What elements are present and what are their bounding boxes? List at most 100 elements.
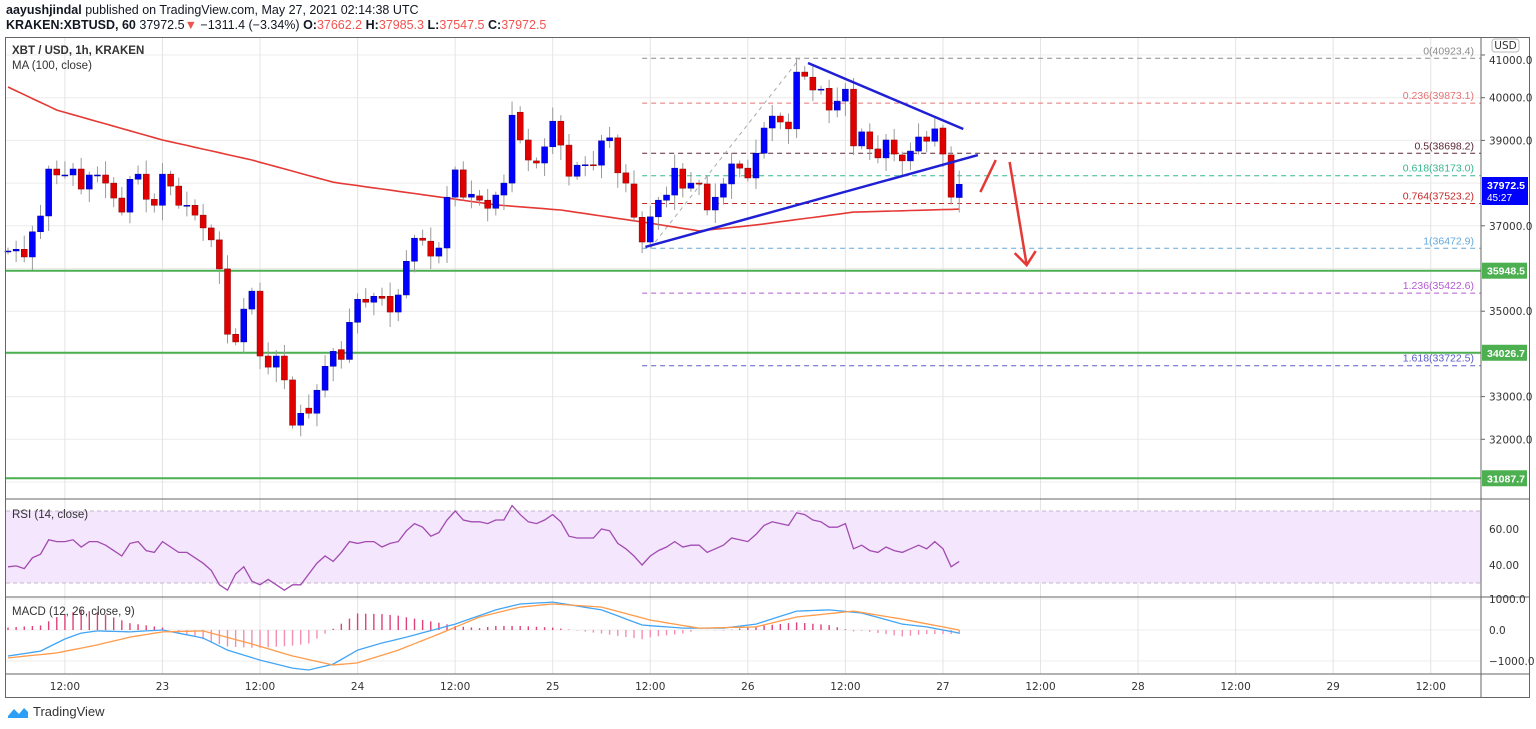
candle-up (931, 128, 939, 142)
candle-down (744, 167, 752, 179)
close-label: C: (487, 18, 502, 32)
time-tick-label: 12:00 (830, 681, 860, 693)
macd-line (7, 601, 960, 671)
ma100-line (7, 86, 960, 232)
ma-legend[interactable]: MA (100, close) (12, 60, 92, 72)
macd-layer (7, 601, 960, 671)
current-price-value: 37972.5 (1487, 180, 1525, 192)
candle-up (468, 193, 475, 198)
candle-up (134, 173, 142, 180)
fib-level-label: 0.5(38698.2) (1414, 140, 1474, 152)
candle-down (874, 148, 882, 159)
candle-up (435, 247, 443, 257)
candle-down (216, 239, 223, 270)
time-tick-label: 12:00 (440, 681, 470, 693)
time-tick-label: 27 (936, 681, 949, 693)
current-price-label (1482, 177, 1528, 205)
time-tick-label: 12:00 (635, 681, 665, 693)
bar-countdown: 45:27 (1487, 193, 1512, 204)
author-name[interactable]: aayushjindal (6, 3, 82, 17)
candle-down (118, 197, 126, 213)
candle-down (484, 199, 491, 209)
rsi-band (6, 511, 1481, 583)
arrow-head-icon (1013, 250, 1037, 268)
fib-anchor-line (649, 57, 801, 249)
fib-level-label: 1.236(35422.6) (1403, 280, 1474, 292)
axes[interactable]: 12:00 23 12:00 24 12:00 25 12:00 26 12:00 27 12:00… (50, 54, 1535, 693)
candle-down (923, 136, 930, 142)
high-value: 37985.3 (378, 18, 425, 32)
last-price: 37972.5 (139, 18, 185, 32)
candle-up (492, 194, 500, 209)
candle-up (915, 136, 922, 152)
time-tick-label: 12:00 (1025, 681, 1055, 693)
candle-up (12, 249, 20, 252)
candle-up (313, 389, 321, 414)
time-tick-label: 12:00 (1220, 681, 1250, 693)
price-tick-label: 32000.0 (1489, 434, 1532, 446)
candle-down (476, 195, 483, 201)
fib-level-label: 0(40923.4) (1423, 45, 1474, 57)
candle-up (183, 205, 191, 207)
drawings[interactable] (645, 61, 1037, 268)
open-value: 37662.2 (316, 18, 363, 32)
macd-tick-label: 0.0 (1489, 625, 1506, 637)
candles (4, 58, 963, 437)
candle-down (695, 182, 703, 185)
signal-line (7, 603, 960, 666)
candle-down (809, 76, 817, 91)
candle-up (834, 100, 841, 111)
candle-down (590, 164, 597, 166)
candle-down (281, 355, 288, 381)
fib-level-label: 1(36472.9) (1423, 235, 1474, 247)
candle-up (817, 88, 825, 91)
tradingview-logo-icon (8, 707, 28, 718)
candle-up (354, 298, 361, 323)
price-change: −1311.4 (−3.34%) (200, 18, 300, 32)
candle-down (785, 121, 792, 130)
main-legend[interactable]: XBT / USD, 1h, KRAKEN (12, 45, 144, 57)
candle-up (549, 120, 556, 148)
candle-up (606, 137, 613, 142)
candle-up (858, 131, 865, 147)
candle-down (378, 296, 386, 299)
macd-legend[interactable]: MACD (12, 26, close, 9) (12, 606, 135, 618)
candle-down (338, 349, 345, 360)
candle-up (541, 146, 548, 164)
candle-up (581, 164, 589, 166)
support-price-text: 31087.7 (1487, 473, 1525, 485)
candle-up (240, 308, 248, 343)
candle-down (175, 185, 182, 206)
currency-label: USD (1494, 40, 1516, 52)
time-tick-label: 26 (741, 681, 755, 693)
price-levels: 0(40923.4) 0.236(39873.1) 0.5(38698.2) 0.61… (6, 45, 1481, 480)
candle-up (760, 127, 768, 154)
candle-down (460, 169, 467, 198)
tradingview-logo[interactable]: TradingView (7, 704, 105, 719)
candle-up (394, 294, 402, 313)
candle-up (329, 351, 337, 367)
candle-down (565, 144, 573, 177)
candle-down (102, 174, 109, 184)
currency-badge[interactable] (1491, 38, 1520, 53)
time-tick-label: 12:00 (245, 681, 275, 693)
trendline (645, 153, 979, 249)
price-tick-label: 40000.0 (1489, 93, 1532, 105)
candle-up (45, 168, 52, 217)
candle-up (573, 164, 581, 177)
candle-up (842, 88, 849, 102)
candle-up (69, 168, 77, 176)
candle-up (443, 196, 451, 249)
candle-down (151, 199, 158, 206)
fib-level-label: 0.618(38173.0) (1403, 163, 1474, 175)
candle-down (736, 163, 743, 169)
candle-down (557, 120, 565, 146)
candle-down (638, 217, 646, 243)
rsi-legend[interactable]: RSI (14, close) (12, 509, 88, 521)
rsi-tick-label: 60.00 (1489, 524, 1519, 536)
candle-up (752, 152, 760, 179)
candle-down (53, 168, 61, 176)
candle-down (427, 240, 435, 257)
candle-up (508, 114, 516, 184)
